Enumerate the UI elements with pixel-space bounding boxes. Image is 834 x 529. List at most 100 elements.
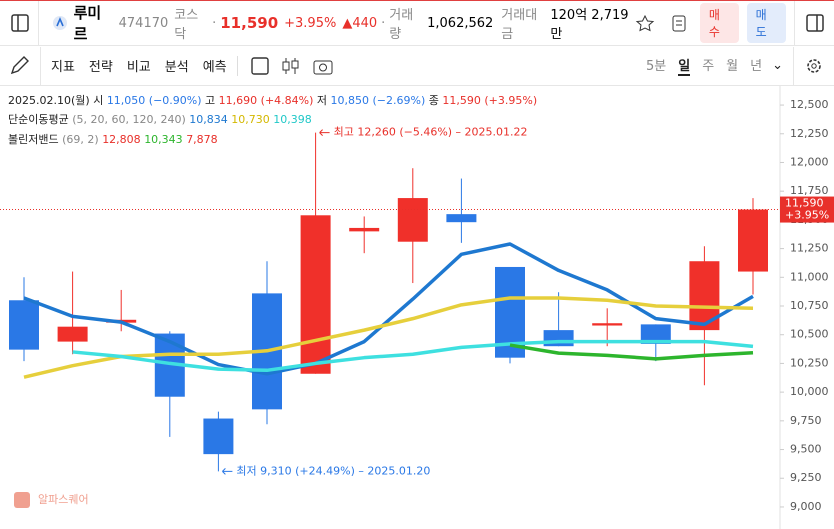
candle <box>300 132 331 374</box>
ma-params: (5, 20, 60, 120, 240) <box>72 113 186 126</box>
y-tick-label: 9,500 <box>790 443 822 456</box>
ma-line <box>72 339 754 373</box>
y-tick-label: 10,750 <box>790 299 829 312</box>
period-button[interactable]: 5분 <box>645 59 667 74</box>
candle <box>349 216 380 254</box>
candle-body <box>397 198 428 242</box>
candle <box>397 168 428 284</box>
bb-middle: 10,343 <box>144 133 183 146</box>
ma-title: 단순이동평균 <box>8 113 69 126</box>
toolbar: 지표 전략 비교 분석 예측 5분 일 주 월 년 ⌄ <box>0 46 834 86</box>
period-button[interactable]: 년 <box>750 59 763 74</box>
logo <box>52 16 67 30</box>
bb-title: 볼린저밴드 <box>8 133 59 146</box>
watermark: 알파스퀘어 <box>38 492 89 506</box>
y-tick-label: 9,750 <box>790 414 822 427</box>
label: 종 <box>429 94 439 107</box>
candle <box>9 277 39 362</box>
ma-line <box>509 343 754 361</box>
period-button[interactable]: 월 <box>726 59 739 74</box>
tool-button[interactable]: 분석 <box>164 60 189 75</box>
legend-value: 10,834 <box>189 113 228 126</box>
candle <box>203 411 234 472</box>
candle-body <box>300 215 331 374</box>
stock-name: 루미르 <box>73 4 102 43</box>
candle-body <box>446 214 477 223</box>
candle-body <box>592 323 623 326</box>
y-tick-label: 11,250 <box>790 242 829 255</box>
tools: 지표 전략 비교 분석 예측 <box>51 56 227 75</box>
period-button[interactable]: 일 <box>678 55 691 76</box>
market: 코스닥 <box>174 8 199 42</box>
volume: 1,062,562 <box>427 15 494 31</box>
label: 고 <box>205 94 215 107</box>
y-tick-label: 12,000 <box>790 155 829 168</box>
y-tick-label: 9,000 <box>790 500 822 513</box>
legend-value: 10,730 <box>231 113 270 126</box>
legend-value: 10,398 <box>273 113 312 126</box>
header: 루미르 474170 코스닥 · 11,590 +3.95% ▲440 · 거래량 … <box>0 0 834 46</box>
price-tag-change: +3.95% <box>785 209 829 222</box>
view-icons[interactable] <box>248 54 338 78</box>
candle <box>689 246 720 386</box>
label: 시 <box>93 94 103 107</box>
price-tag-price: 11,590 <box>785 197 824 210</box>
candle-body <box>9 300 39 350</box>
chart: 9,000 9,250 9,500 9,750 10,000 10,250 10,500 10… <box>0 86 834 529</box>
candle-body <box>203 418 234 455</box>
candle <box>738 198 768 295</box>
y-tick-label: 12,250 <box>790 127 829 140</box>
candle <box>446 178 477 243</box>
y-tick-label: 12,500 <box>790 98 829 111</box>
label: 저 <box>317 94 327 107</box>
amount: 120억 2,719만 <box>550 8 629 42</box>
bb-upper: 12,808 <box>102 133 141 146</box>
candle <box>57 271 88 355</box>
y-tick-label: 9,250 <box>790 471 822 484</box>
panel-icon[interactable] <box>794 1 834 45</box>
candle <box>495 266 525 364</box>
draw-icon[interactable] <box>0 47 40 85</box>
tool-button[interactable]: 지표 <box>51 60 75 75</box>
bb-lower: 7,878 <box>186 133 218 146</box>
y-tick-label: 10,250 <box>790 356 829 369</box>
date: 2025.02.10(월) <box>8 94 90 107</box>
period-button[interactable]: 주 <box>702 59 715 74</box>
change: ▲440 <box>342 15 378 31</box>
low: 10,850 (−2.69%) <box>331 94 426 107</box>
buy-button[interactable]: 매수 <box>699 3 739 43</box>
amount-label: 거래대금 <box>501 8 538 42</box>
tool-button[interactable]: 비교 <box>126 60 151 75</box>
price: 11,590 <box>220 14 279 32</box>
volume-label: 거래량 <box>389 8 414 42</box>
legend-row: 단순이동평균 (5, 20, 60, 120, 240) 10,834 10,7… <box>8 113 312 126</box>
y-tick-label: 11,750 <box>790 184 829 197</box>
sidebar-icon[interactable] <box>0 1 38 45</box>
legend-row: 볼린저밴드 (69, 2) 12,808 10,343 7,878 <box>8 133 218 146</box>
bb-params: (69, 2) <box>62 133 99 146</box>
ma-line <box>23 296 754 379</box>
y-tick-label: 10,500 <box>790 328 829 341</box>
tool-button[interactable]: 예측 <box>202 60 227 75</box>
change-pct: +3.95% <box>284 15 337 31</box>
max-annotation: 최고 12,260 (−5.46%) – 2025.01.22 <box>334 126 528 139</box>
candle-body <box>349 227 380 232</box>
min-annotation: 최저 9,310 (+24.49%) – 2025.01.20 <box>236 464 430 477</box>
periods: 5분 일 주 월 년 <box>646 55 762 76</box>
candle-body <box>640 324 671 344</box>
high: 11,690 (+4.84%) <box>219 94 314 107</box>
min-arrow <box>222 468 233 475</box>
max-arrow <box>319 129 330 136</box>
open: 11,050 (−0.90%) <box>107 94 202 107</box>
candle <box>543 292 574 347</box>
y-tick-label: 11,000 <box>790 270 829 283</box>
settings-icon[interactable] <box>794 47 834 85</box>
sell-button[interactable]: 매도 <box>746 3 786 43</box>
tool-button[interactable]: 전략 <box>88 60 113 75</box>
icons[interactable] <box>635 13 692 33</box>
code: 474170 <box>118 15 169 31</box>
y-tick-label: 10,000 <box>790 385 829 398</box>
close: 11,590 (+3.95%) <box>442 94 537 107</box>
price-tag <box>780 196 834 223</box>
